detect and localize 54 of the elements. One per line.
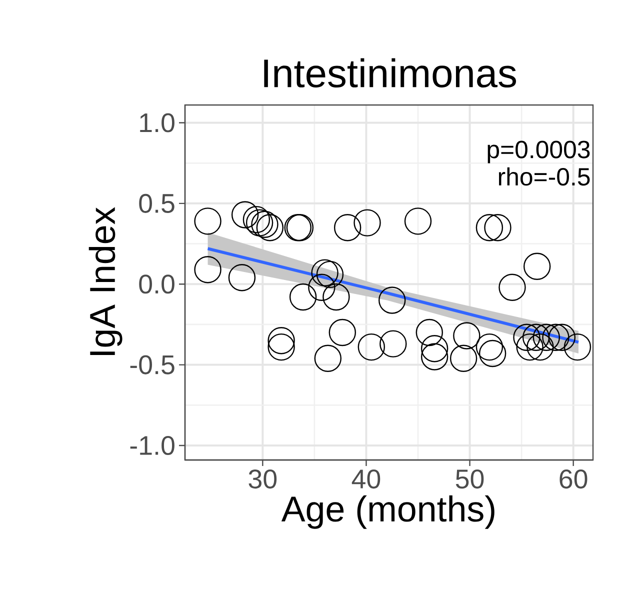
point xyxy=(194,256,222,284)
x-tick-label: 50 xyxy=(456,470,484,489)
point xyxy=(354,209,381,236)
point xyxy=(522,324,550,351)
point xyxy=(308,274,336,301)
point xyxy=(404,208,432,235)
point xyxy=(268,326,295,354)
point xyxy=(228,264,256,292)
point xyxy=(251,210,278,238)
point xyxy=(322,283,350,311)
y-tick-label: -0.5 xyxy=(130,355,174,374)
point xyxy=(416,318,443,346)
point xyxy=(542,324,570,351)
chart-title: Intestinimonas xyxy=(264,58,516,88)
point xyxy=(476,333,504,361)
x-tick-label: 60 xyxy=(560,470,588,489)
point xyxy=(380,330,407,358)
point xyxy=(268,333,295,361)
point xyxy=(311,259,338,286)
x-tick-label: 40 xyxy=(352,470,380,489)
point xyxy=(378,286,406,314)
point xyxy=(523,252,551,280)
y-axis-title: IgA Index xyxy=(88,207,122,355)
point xyxy=(256,214,284,242)
point xyxy=(478,340,506,368)
point xyxy=(526,333,554,361)
annotation: rho=-0.5 xyxy=(498,167,590,186)
point xyxy=(532,324,560,351)
point xyxy=(328,318,356,346)
point xyxy=(231,201,259,228)
point xyxy=(420,335,448,362)
point xyxy=(289,283,317,311)
point xyxy=(548,324,576,351)
y-tick-label: 0.5 xyxy=(139,194,174,213)
point xyxy=(316,260,344,288)
point xyxy=(450,344,478,372)
y-tick-label: 0.0 xyxy=(139,274,174,294)
point xyxy=(334,214,362,242)
point xyxy=(516,333,544,361)
point xyxy=(194,208,222,235)
x-tick-label: 30 xyxy=(248,470,277,489)
point xyxy=(564,333,592,361)
point xyxy=(453,322,480,350)
point xyxy=(513,324,540,351)
y-tick-label: 1.0 xyxy=(140,113,174,132)
point xyxy=(484,214,512,242)
y-tick-label: -1.0 xyxy=(130,436,174,455)
point xyxy=(358,333,385,361)
point xyxy=(498,274,526,301)
x-axis-title: Age (months) xyxy=(281,495,494,529)
point xyxy=(314,344,342,372)
point xyxy=(420,343,448,370)
annotation: p=0.0003 xyxy=(488,140,590,164)
point xyxy=(476,214,504,242)
